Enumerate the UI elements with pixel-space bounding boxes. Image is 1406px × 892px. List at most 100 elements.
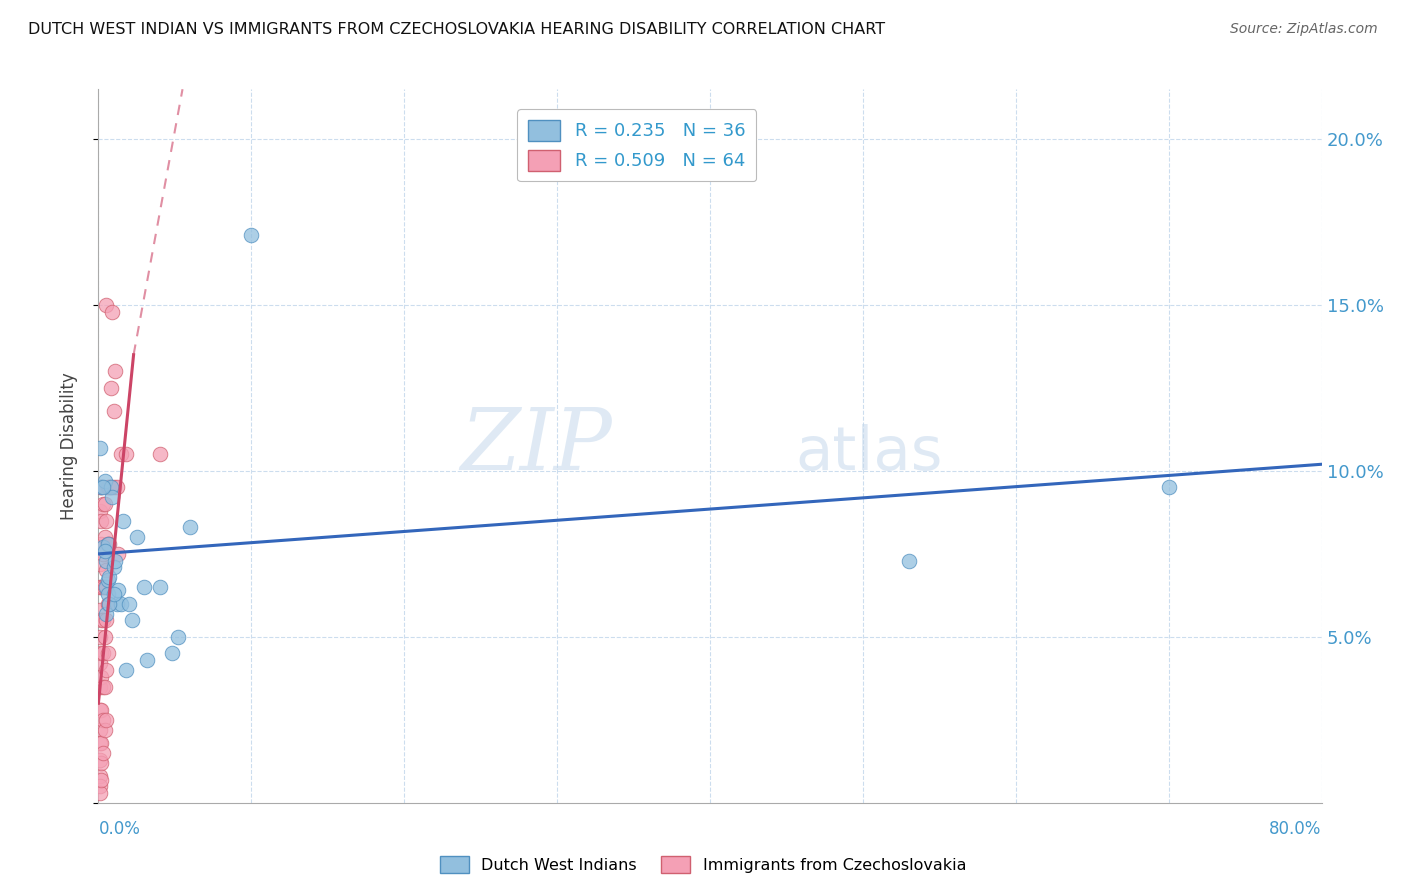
Point xyxy=(98,597,121,611)
Point xyxy=(97,647,120,661)
Point xyxy=(89,630,111,644)
Point xyxy=(89,481,111,495)
Point xyxy=(1157,481,1180,495)
Point xyxy=(93,580,115,594)
Point xyxy=(94,514,117,528)
Text: Source: ZipAtlas.com: Source: ZipAtlas.com xyxy=(1230,22,1378,37)
Point xyxy=(149,580,172,594)
Point xyxy=(91,613,114,627)
Point xyxy=(93,630,115,644)
Point xyxy=(97,537,120,551)
Point xyxy=(97,481,120,495)
Point xyxy=(240,228,263,243)
Point xyxy=(98,481,121,495)
Point xyxy=(94,607,117,621)
Point xyxy=(91,540,114,554)
Point xyxy=(103,481,125,495)
Point xyxy=(89,657,111,671)
Point xyxy=(160,647,183,661)
Point xyxy=(89,779,111,793)
Point xyxy=(89,603,111,617)
Point xyxy=(91,497,114,511)
Y-axis label: Hearing Disability: Hearing Disability xyxy=(59,372,77,520)
Point xyxy=(97,574,120,588)
Point xyxy=(103,404,125,418)
Point xyxy=(104,364,127,378)
Point xyxy=(100,481,122,495)
Point xyxy=(91,580,114,594)
Point xyxy=(115,663,138,677)
Point xyxy=(107,583,129,598)
Point xyxy=(107,547,129,561)
Point xyxy=(89,557,111,571)
Point xyxy=(91,713,114,727)
Point xyxy=(93,680,115,694)
Point xyxy=(89,736,111,750)
Point xyxy=(90,772,112,787)
Point xyxy=(103,587,125,601)
Text: ZIP: ZIP xyxy=(460,405,612,487)
Point xyxy=(89,723,111,737)
Point xyxy=(115,447,138,461)
Point xyxy=(89,769,111,783)
Point xyxy=(94,613,117,627)
Text: 0.0%: 0.0% xyxy=(98,820,141,838)
Point xyxy=(149,447,172,461)
Point xyxy=(100,381,122,395)
Point xyxy=(121,613,143,627)
Point xyxy=(90,537,112,551)
Point xyxy=(93,723,115,737)
Point xyxy=(91,746,114,760)
Point xyxy=(134,580,156,594)
Point xyxy=(90,670,112,684)
Point xyxy=(90,736,112,750)
Point xyxy=(94,580,117,594)
Point xyxy=(90,580,112,594)
Point xyxy=(89,753,111,767)
Point xyxy=(94,298,117,312)
Point xyxy=(89,703,111,717)
Point xyxy=(105,597,128,611)
Point xyxy=(110,447,132,461)
Point xyxy=(91,481,114,495)
Point xyxy=(93,530,115,544)
Legend: R = 0.235   N = 36, R = 0.509   N = 64: R = 0.235 N = 36, R = 0.509 N = 64 xyxy=(517,109,756,181)
Point xyxy=(110,597,132,611)
Point xyxy=(91,547,114,561)
Point xyxy=(98,570,121,584)
Legend: Dutch West Indians, Immigrants from Czechoslovakia: Dutch West Indians, Immigrants from Czec… xyxy=(433,849,973,880)
Point xyxy=(105,481,128,495)
Point xyxy=(89,680,111,694)
Point xyxy=(89,786,111,800)
Point xyxy=(97,537,120,551)
Point xyxy=(101,304,124,318)
Point xyxy=(897,553,920,567)
Text: 80.0%: 80.0% xyxy=(1270,820,1322,838)
Point xyxy=(103,560,125,574)
Point xyxy=(98,537,121,551)
Point xyxy=(90,647,112,661)
Point xyxy=(93,543,115,558)
Point xyxy=(118,597,141,611)
Point xyxy=(104,553,127,567)
Point xyxy=(90,514,112,528)
Point xyxy=(89,441,111,455)
Point xyxy=(94,713,117,727)
Point xyxy=(91,680,114,694)
Point xyxy=(89,504,111,518)
Point xyxy=(101,491,124,505)
Point xyxy=(90,481,112,495)
Text: DUTCH WEST INDIAN VS IMMIGRANTS FROM CZECHOSLOVAKIA HEARING DISABILITY CORRELATI: DUTCH WEST INDIAN VS IMMIGRANTS FROM CZE… xyxy=(28,22,886,37)
Text: atlas: atlas xyxy=(796,424,943,483)
Point xyxy=(167,630,190,644)
Point xyxy=(90,756,112,770)
Point xyxy=(111,514,134,528)
Point xyxy=(125,530,148,544)
Point xyxy=(97,587,120,601)
Point xyxy=(97,597,120,611)
Point xyxy=(98,597,121,611)
Point xyxy=(91,647,114,661)
Point xyxy=(94,564,117,578)
Point xyxy=(179,520,201,534)
Point xyxy=(90,481,112,495)
